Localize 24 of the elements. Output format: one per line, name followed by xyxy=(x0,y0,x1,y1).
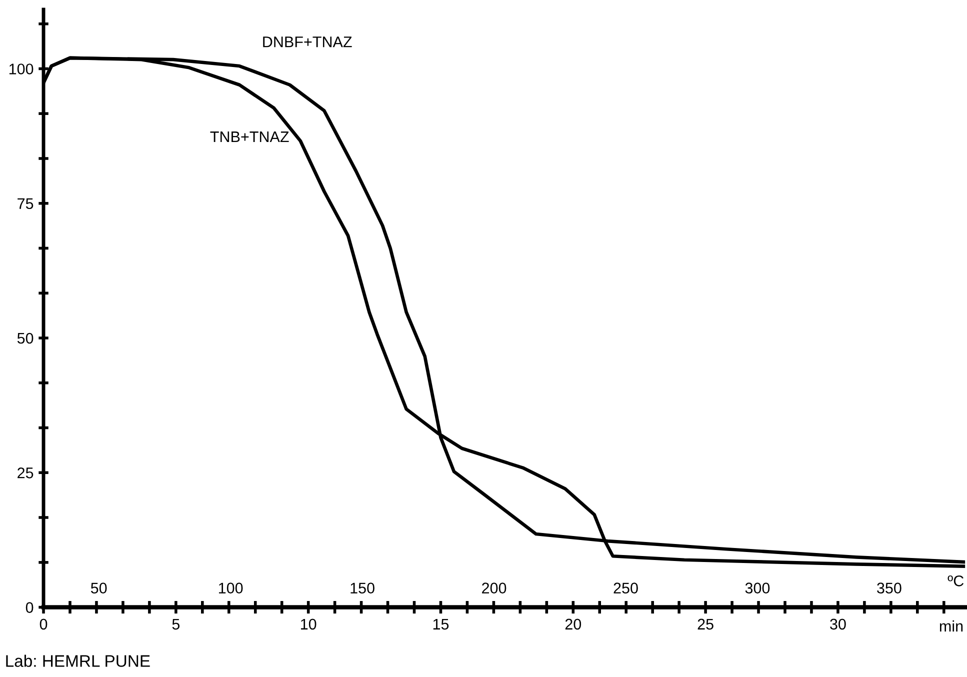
y-tick-label: 75 xyxy=(18,198,34,210)
x2-tick-label: 300 xyxy=(745,582,770,594)
x-tick-label: 5 xyxy=(172,618,180,630)
x-axis-title: min xyxy=(940,620,963,632)
x-tick-label: 0 xyxy=(40,618,48,630)
y-tick-label: 25 xyxy=(18,468,34,478)
x2-tick-label: 50 xyxy=(90,582,107,594)
y-tick-label: 0 xyxy=(26,602,34,613)
x-tick-label: 10 xyxy=(301,618,316,630)
x2-tick-label: 150 xyxy=(350,582,374,594)
series-label: DNBF+TNAZ xyxy=(263,36,352,48)
text: Lab: HEMRL PUNE xyxy=(6,654,150,667)
x-tick-label: 15 xyxy=(433,618,449,630)
y-tick-label: 100 xyxy=(9,64,34,74)
x-tick-label: 30 xyxy=(830,618,846,630)
x2-tick-label: 100 xyxy=(218,582,243,594)
x-tick-label: 20 xyxy=(565,618,582,630)
y-tick-label: 50 xyxy=(17,332,34,344)
x2-tick-label: 200 xyxy=(482,582,506,594)
x2-axis-title: ºC xyxy=(948,575,964,586)
x-tick-label: 25 xyxy=(698,618,714,630)
x2-tick-label: 250 xyxy=(614,582,638,594)
x2-tick-label: 350 xyxy=(877,582,902,594)
series-label: TNB+TNAZ xyxy=(210,132,289,142)
